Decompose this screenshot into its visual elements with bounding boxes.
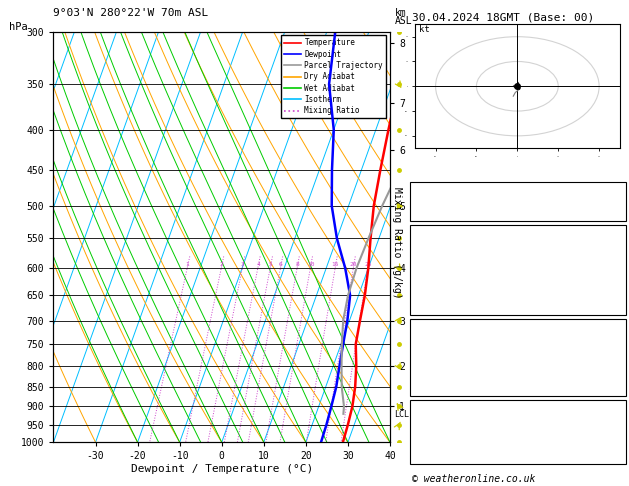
Text: CAPE (J): CAPE (J) xyxy=(414,291,461,301)
Text: 35: 35 xyxy=(610,184,622,194)
Text: 1: 1 xyxy=(186,262,189,267)
Text: 877: 877 xyxy=(604,291,622,301)
Text: 6: 6 xyxy=(616,415,622,425)
Text: K: K xyxy=(414,184,420,194)
Text: 356: 356 xyxy=(604,347,622,357)
Text: © weatheronline.co.uk: © weatheronline.co.uk xyxy=(412,473,535,484)
Text: 356: 356 xyxy=(604,265,622,276)
Text: 877: 877 xyxy=(604,372,622,382)
Text: Most Unstable: Most Unstable xyxy=(480,321,556,331)
Text: 30.04.2024 18GMT (Base: 00): 30.04.2024 18GMT (Base: 00) xyxy=(412,12,594,22)
Text: CIN (J): CIN (J) xyxy=(414,385,455,395)
Text: 0: 0 xyxy=(616,304,622,314)
Text: Dewp (°C): Dewp (°C) xyxy=(414,253,467,262)
Text: 8: 8 xyxy=(296,262,299,267)
Text: 10: 10 xyxy=(307,262,314,267)
Text: Surface: Surface xyxy=(498,227,538,237)
Text: Mixing Ratio (g/kg): Mixing Ratio (g/kg) xyxy=(392,187,402,299)
Text: -3: -3 xyxy=(610,360,622,369)
Text: 9°03'N 280°22'W 70m ASL: 9°03'N 280°22'W 70m ASL xyxy=(53,8,209,17)
Text: CIN (J): CIN (J) xyxy=(414,304,455,314)
Text: 28.8: 28.8 xyxy=(599,240,622,250)
Text: θₑ (K): θₑ (K) xyxy=(414,347,449,357)
Text: 59°: 59° xyxy=(604,441,622,451)
Text: θₑ(K): θₑ(K) xyxy=(414,265,443,276)
Text: -3: -3 xyxy=(610,278,622,288)
Text: PW (cm): PW (cm) xyxy=(414,210,455,220)
Text: kt: kt xyxy=(420,25,430,34)
Text: Lifted Index: Lifted Index xyxy=(414,278,484,288)
Text: 6: 6 xyxy=(616,428,622,438)
Text: km: km xyxy=(395,8,407,17)
Text: 2: 2 xyxy=(220,262,223,267)
Text: 5: 5 xyxy=(269,262,272,267)
Text: hPa: hPa xyxy=(9,22,28,32)
Text: 4: 4 xyxy=(256,262,260,267)
Text: LCL: LCL xyxy=(394,410,409,419)
Text: 40: 40 xyxy=(610,197,622,207)
Text: Pressure (mb): Pressure (mb) xyxy=(414,334,490,344)
Text: 6: 6 xyxy=(279,262,282,267)
Text: StmSpd (kt): StmSpd (kt) xyxy=(414,453,479,464)
Text: 5.83: 5.83 xyxy=(599,210,622,220)
Text: Totals Totals: Totals Totals xyxy=(414,197,490,207)
Text: EH: EH xyxy=(414,415,426,425)
Text: ASL: ASL xyxy=(395,17,413,26)
Text: 1: 1 xyxy=(616,453,622,464)
Text: 3: 3 xyxy=(241,262,245,267)
Text: 25: 25 xyxy=(364,262,372,267)
Text: CAPE (J): CAPE (J) xyxy=(414,372,461,382)
X-axis label: Dewpoint / Temperature (°C): Dewpoint / Temperature (°C) xyxy=(131,464,313,474)
Text: 15: 15 xyxy=(331,262,339,267)
Text: 1001: 1001 xyxy=(599,334,622,344)
Text: SREH: SREH xyxy=(414,428,437,438)
Text: 0: 0 xyxy=(616,385,622,395)
Text: Lifted Index: Lifted Index xyxy=(414,360,484,369)
Text: Hodograph: Hodograph xyxy=(491,402,545,412)
Text: StmDir: StmDir xyxy=(414,441,449,451)
Text: 23.6: 23.6 xyxy=(599,253,622,262)
Text: Temp (°C): Temp (°C) xyxy=(414,240,467,250)
Text: 20: 20 xyxy=(350,262,357,267)
Legend: Temperature, Dewpoint, Parcel Trajectory, Dry Adiabat, Wet Adiabat, Isotherm, Mi: Temperature, Dewpoint, Parcel Trajectory… xyxy=(281,35,386,118)
